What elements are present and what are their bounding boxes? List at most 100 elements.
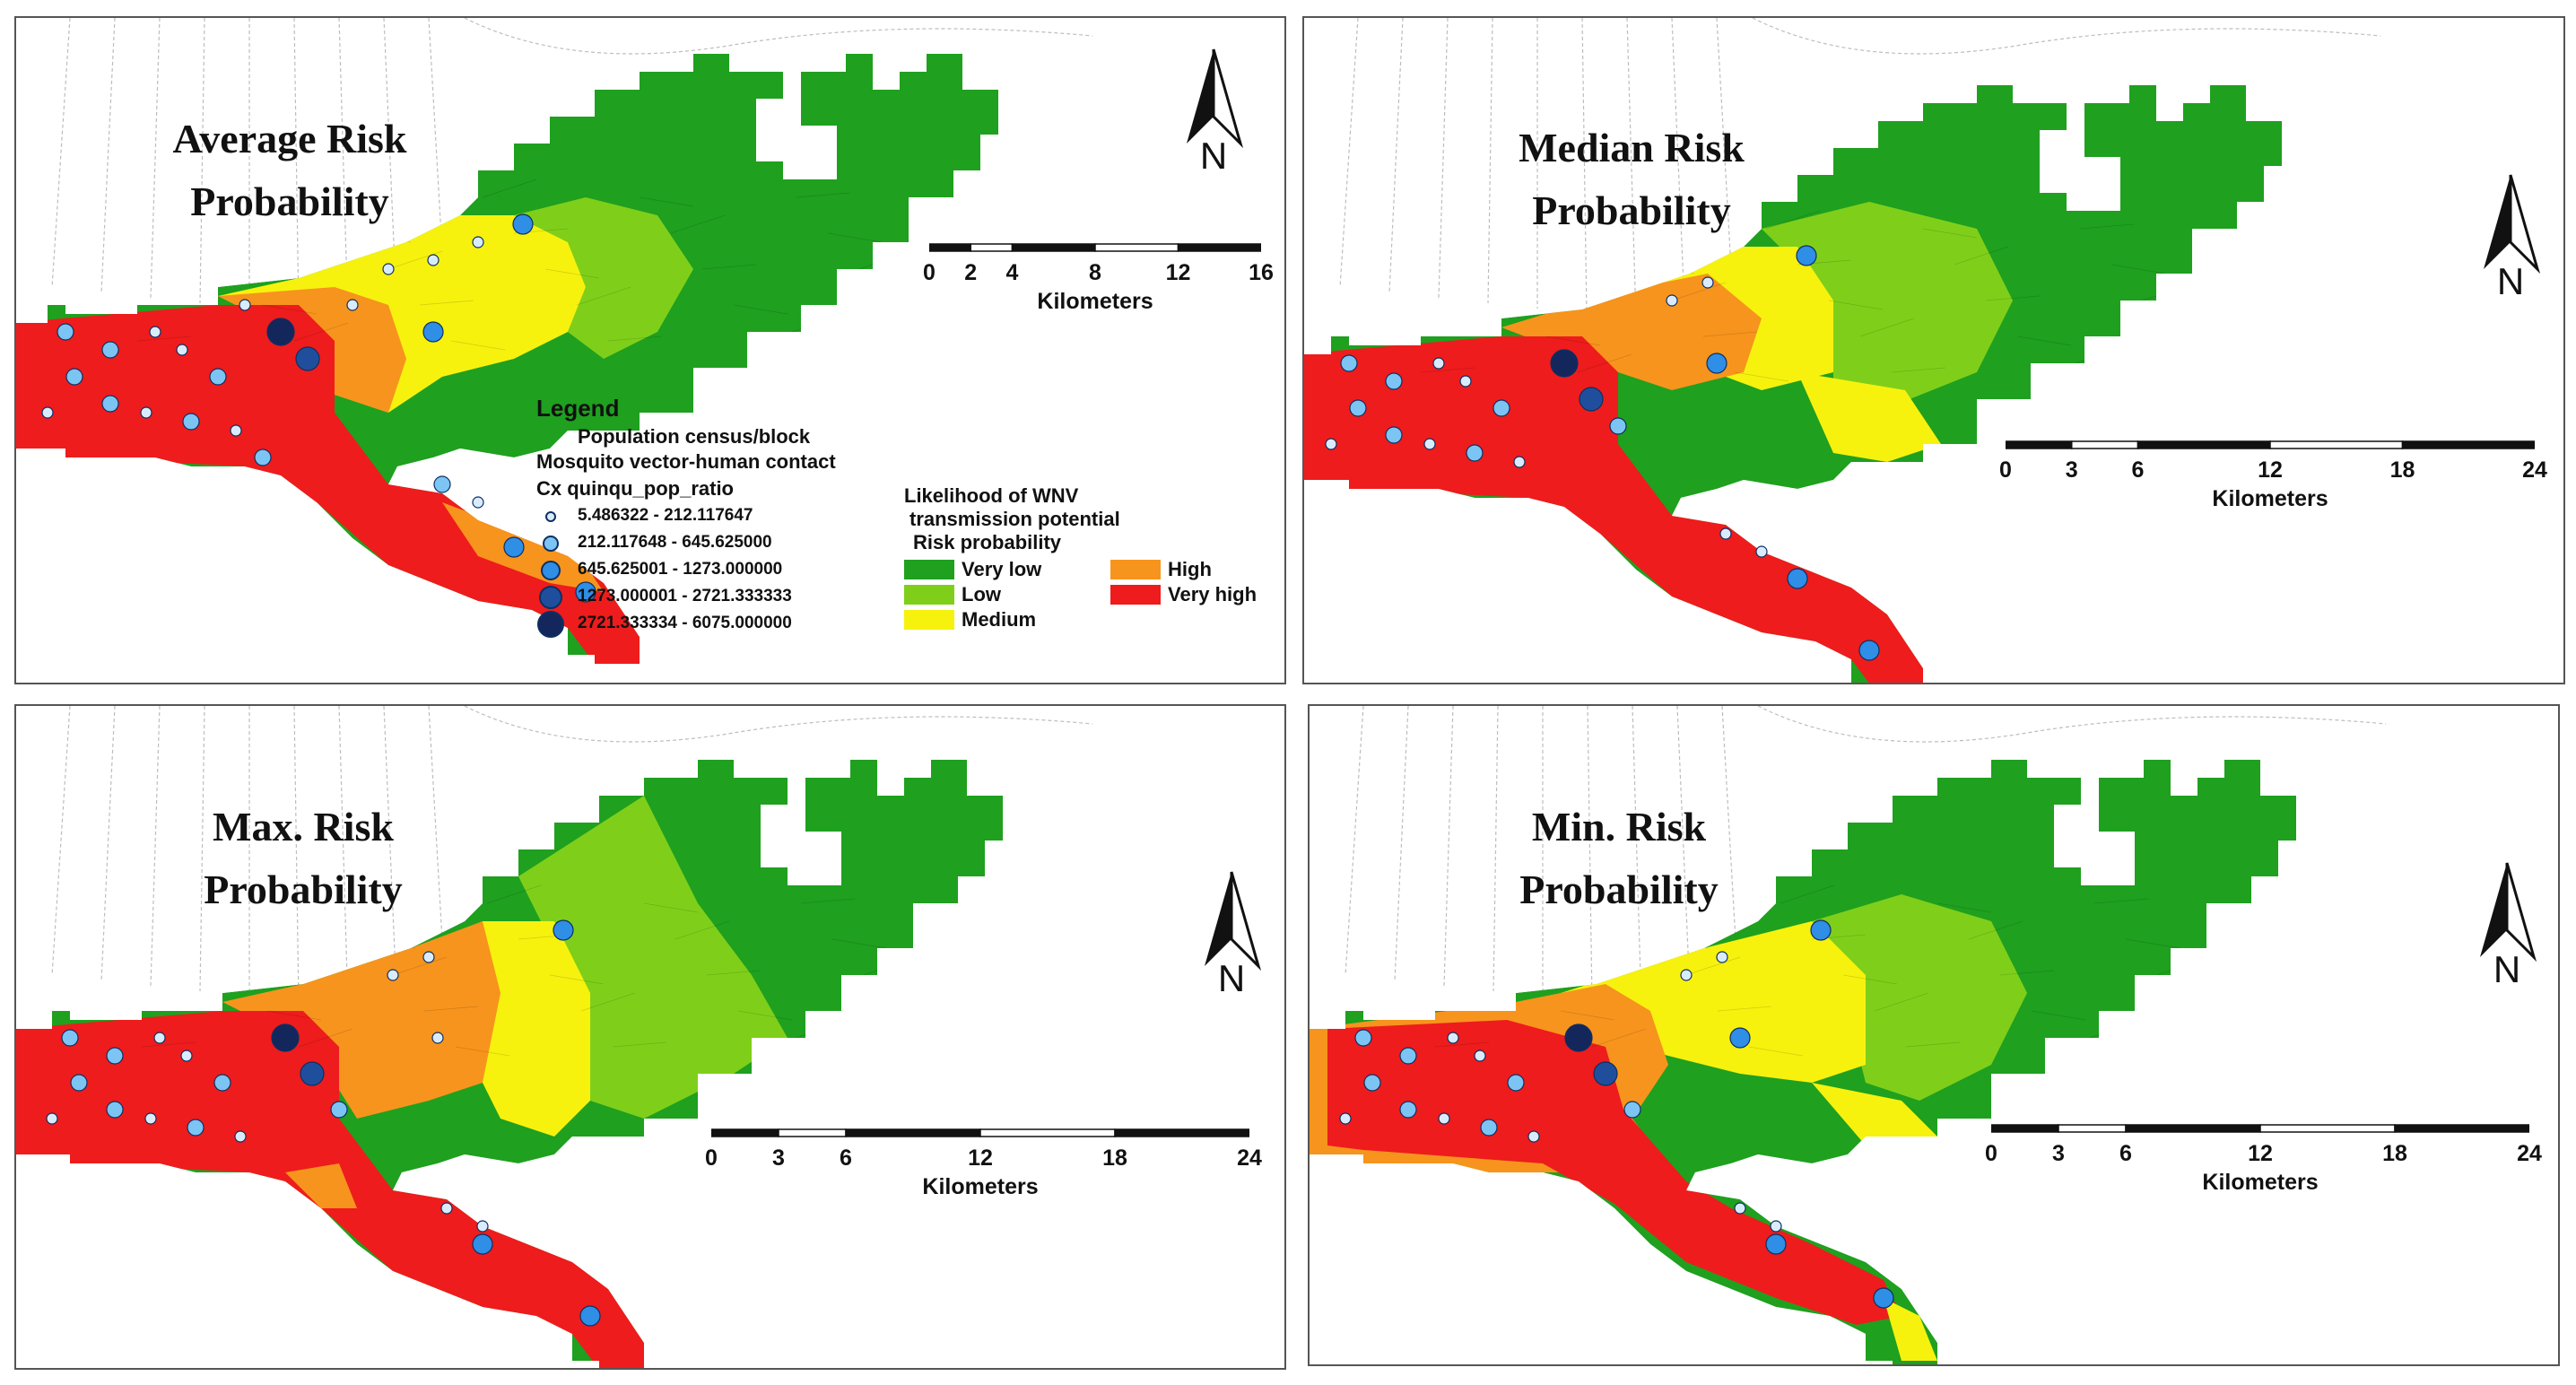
population-dot [144, 1112, 157, 1125]
population-dot [503, 536, 525, 558]
scale-tick-label: 0 [923, 260, 936, 285]
map-title-line2: Probability [204, 867, 403, 912]
map-title-line1: Average Risk [172, 116, 407, 161]
population-dot [575, 581, 596, 603]
scale-bar: 0 2 4 8 12 16 Kilometers [923, 242, 1274, 323]
scale-tick-label: 18 [2389, 457, 2415, 483]
risk-zone [1884, 1298, 1937, 1361]
water-body [761, 805, 841, 885]
scale-tick-label: 0 [1999, 457, 2012, 483]
population-dot [382, 263, 395, 275]
population-dot [472, 1233, 493, 1255]
boundary-lines [1339, 18, 2381, 331]
panel-average-risk: Average Risk Probability N 0 2 4 8 12 16 Kilomet… [14, 16, 1286, 684]
population-dot [1770, 1220, 1782, 1233]
population-dot [1666, 294, 1678, 307]
population-dot [1787, 568, 1808, 589]
risk-zone [1762, 202, 2013, 408]
legend-risk-label: Very high [1168, 583, 1258, 605]
population-dot [1354, 1029, 1372, 1047]
legend-population: Population census/block [578, 425, 811, 448]
population-dot [1734, 1202, 1746, 1215]
population-dot [271, 1024, 300, 1052]
population-dot [1432, 357, 1445, 370]
risk-map [16, 18, 1093, 664]
water-body [2054, 805, 2135, 885]
population-dot [1507, 1074, 1525, 1092]
scale-tick-label: 3 [2052, 1141, 2065, 1166]
population-dot [1706, 353, 1727, 374]
population-dot [1527, 1130, 1540, 1143]
legend-ratio-title: Cx quinqu_pop_ratio [536, 477, 734, 500]
legend-risk-label: Medium [962, 608, 1037, 631]
population-dot [46, 1112, 58, 1125]
population-dot [300, 1061, 325, 1086]
risk-zone [1327, 1020, 1902, 1325]
population-dot [234, 1130, 247, 1143]
legend-risk-swatch [904, 585, 954, 605]
population-dot [1810, 919, 1832, 941]
legend-ratio-label: 5.486322 - 212.117647 [578, 506, 753, 525]
risk-zone [218, 215, 586, 413]
population-dot [254, 449, 272, 466]
legend-contact: Mosquito vector-human contact [536, 450, 836, 473]
population-dot [180, 1050, 193, 1062]
population-dot [230, 424, 242, 437]
population-dot [1349, 399, 1367, 417]
population-dot [1399, 1101, 1417, 1119]
scale-tick-label: 3 [2065, 457, 2078, 483]
population-dot [422, 951, 435, 963]
risk-zone [1812, 1083, 1937, 1145]
population-dot [1564, 1024, 1593, 1052]
population-dot [1340, 354, 1358, 372]
scale-bar: 0 3 6 12 18 24 Kilometers [1985, 1123, 2542, 1204]
legend-risk-title: Risk probability [913, 531, 1062, 553]
panel-median-risk: Median Risk Probability N 0 3 6 12 18 24 Kilomet… [1302, 16, 2565, 684]
population-dot [1447, 1032, 1459, 1044]
risk-zone [1501, 274, 1762, 390]
north-label: N [2493, 948, 2521, 990]
population-dot [295, 346, 320, 371]
map-title: Max. Risk Probability [115, 796, 492, 921]
population-dot [182, 413, 200, 431]
north-arrow-icon: N [1191, 867, 1272, 1006]
legend-risk-label: High [1168, 558, 1212, 580]
population-dot [101, 341, 119, 359]
map-legend: Legend Population census/block Mosquito ve… [527, 395, 1281, 664]
risk-zone [644, 760, 1003, 1029]
legend-risk-swatch [1110, 585, 1161, 605]
population-dot [1623, 1101, 1641, 1119]
legend-ratio-label: 2721.333334 - 6075.000000 [578, 614, 792, 632]
water-body [756, 99, 837, 179]
scale-unit-label: Kilometers [2202, 1170, 2319, 1195]
population-dot [512, 213, 534, 235]
scale-tick-label: 12 [2258, 457, 2283, 483]
population-dot [427, 254, 439, 266]
population-dot [1474, 1050, 1486, 1062]
population-dot [1399, 1047, 1417, 1065]
scale-tick-label: 6 [2119, 1141, 2132, 1166]
legend-risk-label: Very low [962, 558, 1042, 580]
population-dot [266, 318, 295, 346]
risk-map [1310, 706, 2387, 1364]
scale-tick-label: 4 [1005, 260, 1019, 285]
north-label: N [1199, 135, 1228, 177]
population-dot [1513, 456, 1526, 468]
scale-bar: 0 3 6 12 18 24 Kilometers [1999, 440, 2547, 520]
population-dot [1466, 444, 1484, 462]
population-dot [440, 1202, 453, 1215]
map-title-line1: Max. Risk [213, 804, 394, 849]
population-dot [106, 1047, 124, 1065]
population-dot [422, 321, 444, 343]
population-dot [1716, 951, 1728, 963]
population-dot [57, 323, 74, 341]
population-dot [1680, 969, 1693, 981]
scale-unit-label: Kilometers [922, 1174, 1039, 1199]
legend-ratio-label: 1273.000001 - 2721.333333 [578, 587, 792, 605]
population-dot [1325, 438, 1337, 450]
population-dot [472, 236, 484, 248]
legend-ratio-symbol [537, 611, 564, 638]
scale-unit-label: Kilometers [1037, 289, 1153, 314]
population-dot [1729, 1027, 1751, 1049]
population-dot [176, 344, 188, 356]
